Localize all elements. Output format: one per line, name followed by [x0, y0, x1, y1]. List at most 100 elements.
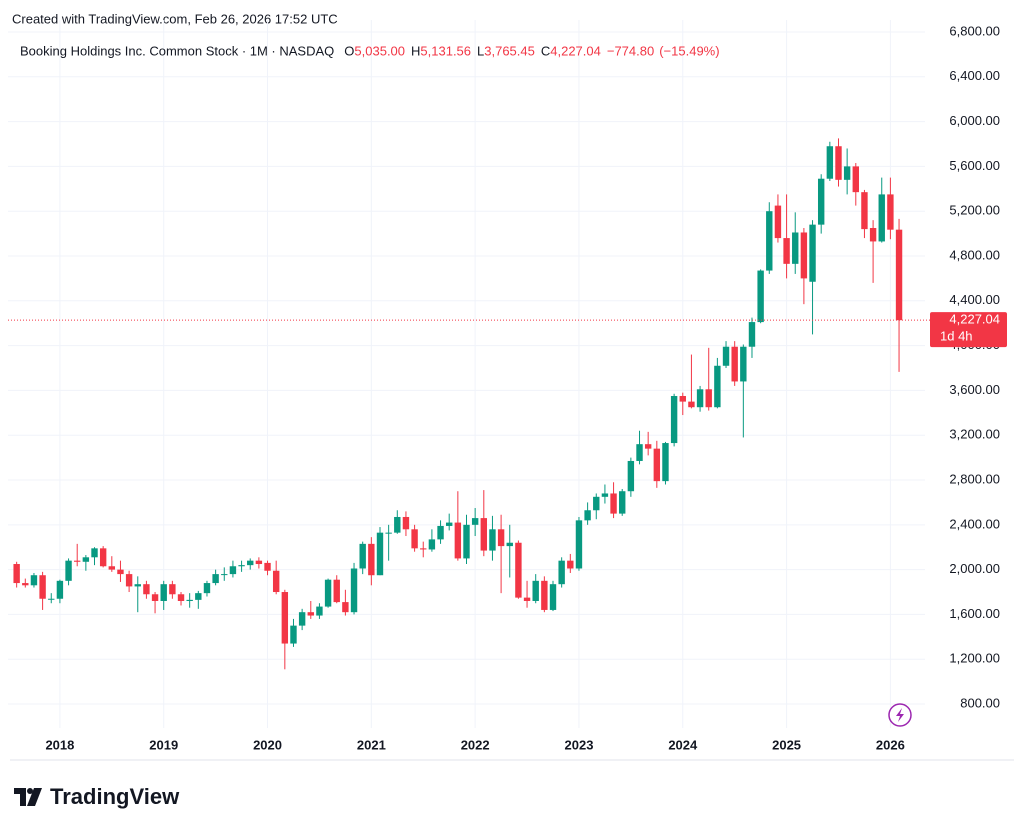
grid: 800.00 1,200.00 1,600.00 2,000.00 2,400.00 2,…: [8, 20, 1000, 752]
candle-body: [817, 178, 825, 225]
candle-body: [99, 548, 107, 567]
legend-value: 4,227.04: [550, 43, 601, 58]
y-tick-label: 5,600.00: [949, 158, 1000, 173]
y-tick-label: 1,200.00: [949, 651, 1000, 666]
candle-body: [757, 270, 764, 323]
candle-body: [307, 612, 314, 616]
candle-body: [549, 584, 557, 610]
candle-body: [575, 520, 583, 569]
x-tick-label: 2022: [461, 737, 490, 752]
candle-body: [861, 192, 868, 230]
candle-body: [463, 524, 470, 559]
candle-body: [619, 491, 626, 514]
candle-body: [688, 401, 695, 408]
candle-body: [480, 518, 488, 551]
candle-body: [722, 346, 730, 366]
x-tick-label: 2018: [45, 737, 74, 752]
y-tick-label: 6,000.00: [949, 113, 1000, 128]
candle-body: [714, 365, 721, 408]
candle-body: [368, 543, 375, 576]
candle-body: [428, 539, 436, 550]
candle-body: [402, 516, 410, 530]
x-tick-label: 2024: [668, 737, 698, 752]
legend-change-pct: (−15.49%): [659, 43, 719, 58]
candle-body: [56, 580, 64, 599]
candle-body: [298, 612, 306, 626]
legend-value: 3,765.45: [484, 43, 535, 58]
y-tick-label: 4,800.00: [949, 247, 1000, 262]
candle-body: [644, 444, 652, 449]
candle-body: [316, 606, 323, 616]
legend-key: L: [477, 43, 484, 58]
y-tick-label: 5,200.00: [949, 203, 1000, 218]
x-tick-label: 2019: [149, 737, 178, 752]
candle-body: [91, 548, 98, 558]
legend-key: C: [541, 43, 550, 58]
candle-body: [264, 562, 271, 571]
candle-body: [454, 522, 462, 559]
candle-body: [272, 570, 280, 593]
y-tick-label: 6,400.00: [949, 68, 1000, 83]
y-tick-label: 800.00: [960, 695, 1000, 710]
candle-body: [324, 579, 332, 607]
legend: Booking Holdings Inc. Common Stock · 1M …: [20, 43, 720, 58]
y-tick-label: 3,200.00: [949, 427, 1000, 442]
x-tick-label: 2021: [357, 737, 386, 752]
candle-body: [290, 625, 297, 644]
candle-body: [593, 496, 600, 511]
logo: TradingView: [50, 784, 180, 809]
candle-body: [740, 346, 747, 382]
candle-body: [13, 564, 20, 584]
legend-key: O: [344, 43, 354, 58]
candle-body: [662, 443, 669, 482]
x-tick-label: 2026: [876, 737, 905, 752]
candle-body: [636, 444, 643, 461]
y-tick-label: 6,800.00: [949, 23, 1000, 38]
candle-body: [489, 529, 496, 551]
candle-body: [705, 389, 712, 408]
candle-body: [238, 565, 245, 567]
y-tick-label: 3,600.00: [949, 382, 1000, 397]
candle-body: [342, 602, 349, 613]
candle-body: [523, 597, 531, 601]
y-tick-label: 2,400.00: [949, 516, 1000, 531]
candle-body: [74, 560, 81, 562]
y-tick-label: 2,800.00: [949, 471, 1000, 486]
y-tick-label: 1,600.00: [949, 606, 1000, 621]
candle-body: [783, 238, 790, 264]
candle-body: [221, 574, 228, 576]
header: Created with TradingView.com, Feb 26, 20…: [12, 11, 338, 26]
candle-body: [852, 166, 859, 193]
logo-icon: [14, 788, 42, 806]
candle-body: [766, 211, 773, 271]
y-tick-label: 4,400.00: [949, 292, 1000, 307]
candle-body: [160, 584, 167, 601]
candle-body: [247, 560, 254, 566]
candle-body: [679, 396, 686, 402]
price-tag-label: 4,227.04: [949, 312, 1000, 327]
price-tag: [930, 312, 1007, 348]
legend-value: 5,035.00: [354, 43, 405, 58]
candle-body: [532, 580, 539, 601]
candle-body: [203, 583, 211, 594]
candle-body: [601, 493, 609, 497]
candle-body: [809, 224, 816, 282]
candle-body: [186, 599, 193, 601]
lightning-icon: [888, 703, 912, 727]
candle-body: [108, 566, 116, 570]
candle-body: [471, 518, 479, 525]
candle-body: [82, 557, 90, 562]
candle-body: [515, 542, 522, 598]
candle-body: [229, 566, 237, 575]
symbol: Booking Holdings Inc. Common Stock · 1M …: [20, 43, 334, 58]
candle-body: [869, 227, 877, 242]
candle-body: [169, 584, 176, 595]
candle-body: [497, 529, 505, 547]
candle-body: [30, 575, 38, 586]
candle-body: [143, 584, 150, 595]
candle-body: [350, 568, 358, 613]
candle-body: [584, 510, 591, 521]
candle-body: [653, 448, 661, 482]
